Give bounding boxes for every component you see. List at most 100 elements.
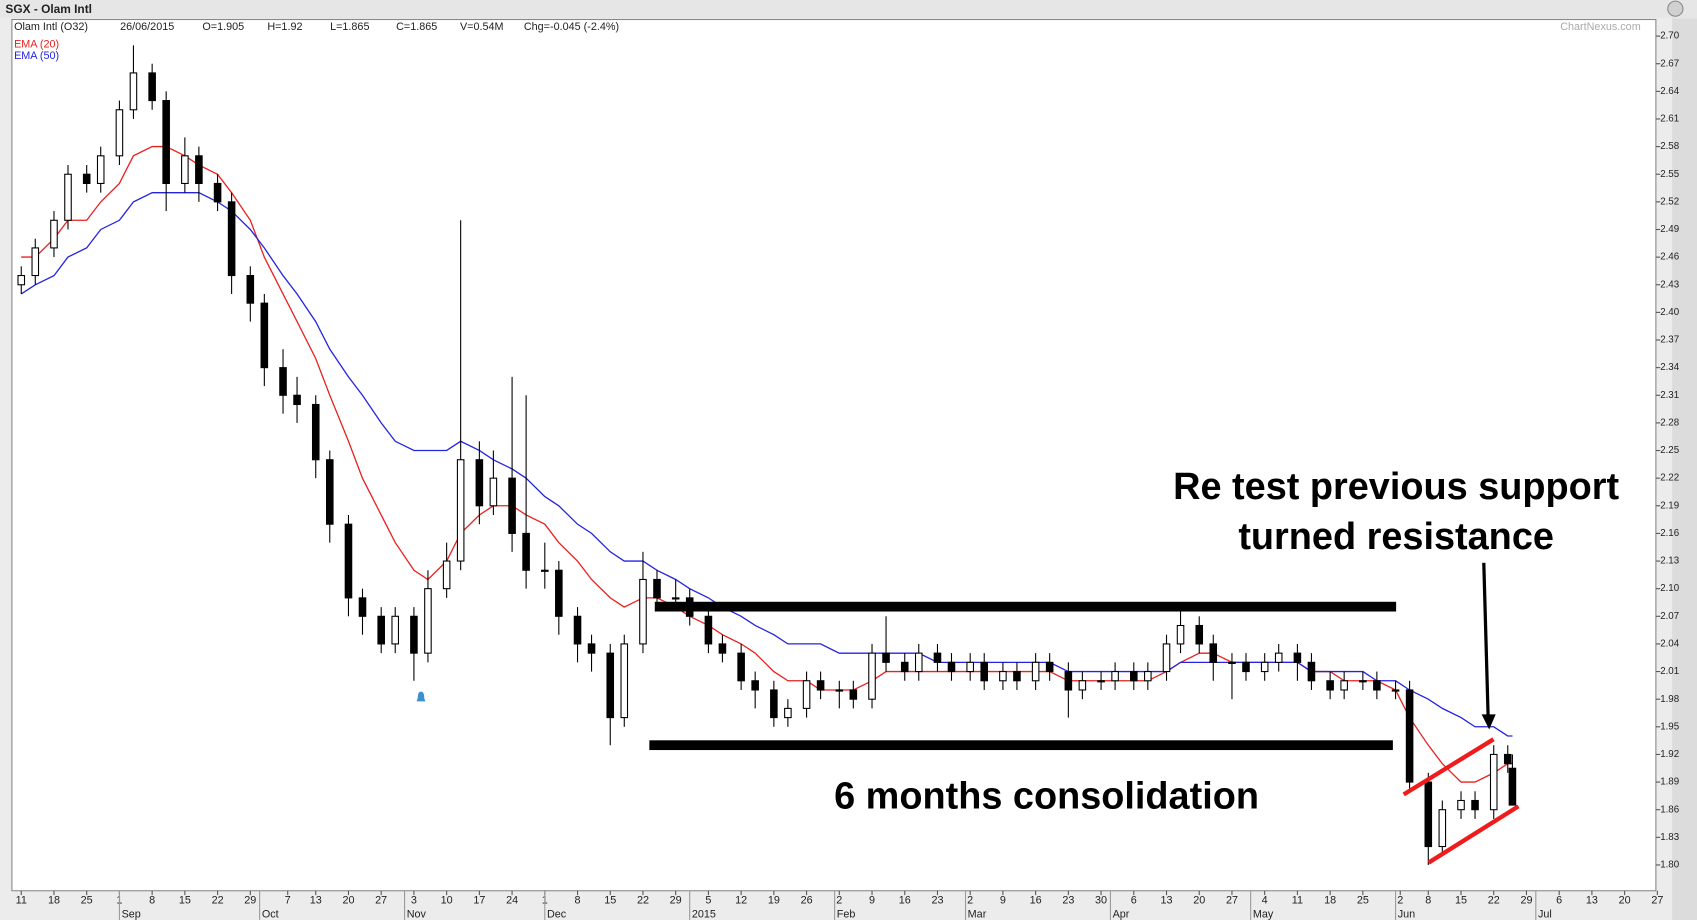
- y-tick-label: 2.01: [1660, 666, 1679, 677]
- x-tick-label: 7: [285, 894, 291, 906]
- y-tick-label: 1.83: [1660, 832, 1679, 843]
- y-tick-label: 2.16: [1660, 528, 1679, 539]
- candle-body: [933, 652, 942, 663]
- candle-body: [1031, 661, 1040, 682]
- x-tick-label: 6: [1131, 894, 1137, 906]
- candle-body: [1373, 680, 1381, 691]
- y-tick-label: 2.58: [1660, 141, 1679, 152]
- candle-body: [489, 477, 498, 507]
- candle-body: [1162, 643, 1171, 673]
- title-bar: [0, 0, 1697, 19]
- x-tick-label: 3: [411, 894, 417, 906]
- candle-body: [1195, 624, 1204, 645]
- x-tick-label: 9: [869, 894, 875, 906]
- arrow-shaft: [1482, 562, 1490, 717]
- candle-body: [1176, 624, 1185, 645]
- y-tick-label: 2.25: [1660, 445, 1679, 456]
- x-tick-label: 27: [1226, 894, 1238, 906]
- month-label: Mar: [968, 908, 987, 920]
- month-label: Apr: [1113, 908, 1130, 920]
- x-tick-label: 2: [1397, 894, 1403, 906]
- candle-body: [835, 689, 844, 692]
- x-tick-label: 16: [899, 894, 911, 906]
- arrow-head: [1481, 714, 1496, 730]
- x-tick-label: 22: [1488, 894, 1500, 906]
- y-tick-label: 1.95: [1660, 721, 1679, 732]
- candle-body: [1228, 661, 1236, 664]
- y-tick-label: 2.40: [1660, 307, 1680, 318]
- x-tick-label: 10: [441, 894, 453, 906]
- y-tick-label: 2.13: [1660, 556, 1679, 567]
- y-tick-label: 2.10: [1660, 583, 1680, 594]
- candle-body: [1307, 661, 1316, 682]
- candle-body: [129, 72, 138, 111]
- candle-body: [784, 707, 792, 719]
- candle-body: [17, 275, 26, 286]
- candle-body: [260, 302, 269, 369]
- trend-line: [1402, 737, 1495, 797]
- y-tick-label: 1.89: [1660, 777, 1679, 788]
- candle-body: [50, 219, 58, 249]
- candle-body: [1326, 680, 1334, 691]
- settings-button[interactable]: [1667, 0, 1684, 17]
- date: 26/06/2015: [120, 21, 174, 33]
- x-tick-label: 9: [1000, 894, 1006, 906]
- x-tick-label: 29: [1520, 894, 1532, 906]
- y-tick-label: 2.43: [1660, 279, 1679, 290]
- candle-body: [1424, 781, 1433, 848]
- resistance-bar: [654, 601, 1397, 612]
- x-tick-label: 8: [1425, 894, 1431, 906]
- symbol: Olam Intl (O32): [14, 21, 88, 33]
- candle-body: [31, 247, 40, 277]
- x-tick-label: 18: [48, 894, 60, 906]
- chart-title: SGX - Olam Intl: [5, 2, 92, 16]
- x-tick-label: 24: [506, 894, 518, 906]
- x-tick-label: 15: [604, 894, 616, 906]
- candle-body: [1489, 753, 1498, 811]
- candle-body: [1471, 799, 1479, 811]
- candle-body: [1209, 643, 1218, 663]
- month-label: Oct: [262, 908, 279, 920]
- candle-body: [358, 597, 367, 617]
- y-tick-label: 2.55: [1660, 169, 1679, 180]
- month-label: Jul: [1538, 908, 1552, 920]
- candle-body: [424, 588, 432, 654]
- candle-body: [293, 394, 301, 406]
- candle-body: [882, 652, 890, 663]
- x-tick-label: 26: [801, 894, 813, 906]
- x-tick-label: 23: [1062, 894, 1074, 906]
- candle-body: [737, 652, 745, 682]
- ema-line: [20, 192, 1513, 737]
- x-tick-label: 5: [705, 894, 711, 906]
- y-tick-label: 2.04: [1660, 639, 1680, 650]
- candle-body: [475, 459, 484, 507]
- x-tick-label: 25: [1357, 894, 1369, 906]
- x-tick-label: 25: [81, 894, 93, 906]
- candle-body: [587, 643, 596, 654]
- y-tick-label: 2.61: [1660, 114, 1679, 125]
- stat: L=1.865: [330, 21, 369, 33]
- candle-body: [1503, 753, 1512, 765]
- candle-body: [82, 173, 91, 184]
- candle-body: [1391, 689, 1400, 692]
- candle-body: [1457, 799, 1465, 811]
- candle-body: [849, 689, 858, 700]
- candle-body: [344, 523, 353, 599]
- y-tick-label: 2.67: [1660, 58, 1679, 69]
- x-tick-label: 27: [375, 894, 387, 906]
- alert-marker: [416, 691, 426, 702]
- candle-body: [751, 680, 759, 691]
- y-tick-label: 2.52: [1660, 196, 1679, 207]
- candle-body: [1405, 689, 1414, 783]
- candle-body: [1144, 671, 1152, 682]
- candle-body: [213, 182, 222, 203]
- candle-body: [410, 615, 418, 654]
- x-tick-label: 20: [342, 894, 354, 906]
- x-tick-label: 16: [1030, 894, 1042, 906]
- candle-body: [1045, 661, 1054, 673]
- support-bar: [649, 740, 1393, 751]
- candle-body: [947, 661, 956, 673]
- x-tick-label: 19: [768, 894, 780, 906]
- x-tick-label: 13: [310, 894, 322, 906]
